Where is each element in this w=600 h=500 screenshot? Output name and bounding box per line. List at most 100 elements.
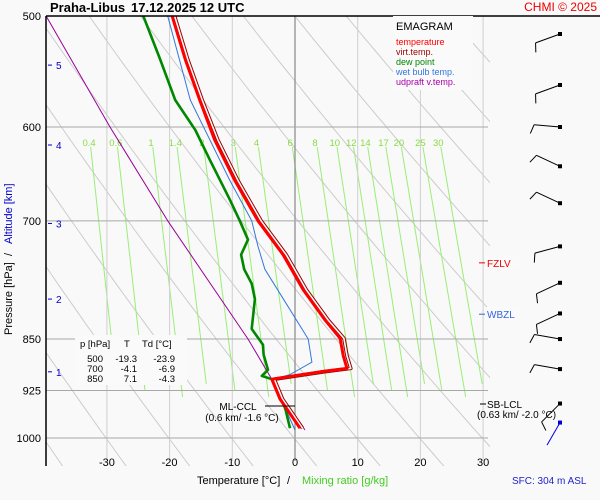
altitude-tick-label: 1	[56, 368, 62, 379]
wind-barb-feather	[535, 324, 539, 334]
x-tick-label: 30	[477, 457, 489, 469]
fzlv-bg	[485, 255, 521, 269]
sb-lcl-label: SB-LCL	[487, 400, 522, 411]
fzlv-label: FZLV	[487, 259, 511, 270]
dry-adiabat	[46, 183, 254, 466]
wind-barb-station	[558, 31, 562, 36]
wind-barb-station	[558, 367, 562, 372]
x-tick-label: -30	[99, 457, 115, 469]
p-tick-label: 1000	[17, 433, 41, 445]
x-tick-label: 10	[352, 457, 364, 469]
mixing-ratio-label: 4	[254, 138, 259, 149]
chart-title: EMAGRAM	[396, 21, 453, 33]
table-header: T	[124, 339, 130, 350]
wind-barb-feather	[529, 364, 535, 374]
x-tick-label: 20	[414, 457, 426, 469]
p-tick-label: 500	[23, 11, 41, 23]
x-tick-label: 0	[292, 457, 298, 469]
mixing-ratio-label: 3	[231, 138, 236, 149]
mixing-ratio-label: 0.4	[82, 138, 95, 149]
wind-barb-staff	[536, 154, 561, 167]
table-cell: -19.3	[115, 354, 137, 365]
dry-adiabat	[46, 265, 191, 466]
legend-virt-temp: virt.temp.	[396, 47, 433, 57]
wind-barb-staff	[541, 403, 561, 423]
altitude-tick-label: 2	[56, 295, 62, 306]
wind-barb-staff	[536, 312, 561, 325]
mixing-ratio-label: 14	[360, 138, 371, 149]
mixing-ratio-line	[203, 146, 236, 391]
legend-box	[393, 16, 473, 90]
annotations: FZLV WBZL ML-CCL(0.6 km/ -1.6 °C) SB-LCL(0.…	[205, 255, 556, 424]
wind-barb-station	[558, 337, 562, 342]
mixing-ratio-label: 30	[433, 138, 444, 149]
altitude-tick-label: 4	[56, 141, 62, 152]
legend-wet-bulb: wet bulb temp.	[395, 67, 455, 77]
wind-barb-feather	[529, 191, 537, 200]
wind-barb-station	[558, 420, 562, 425]
dry-adiabat	[46, 27, 381, 466]
copyright: CHMI © 2025	[524, 0, 597, 14]
wind-barb-feather	[529, 124, 535, 134]
wind-barb-station	[558, 401, 562, 406]
wind-barb-feather	[529, 334, 535, 344]
mixing-ratio-line	[176, 146, 207, 384]
x-tick-label: -20	[162, 457, 178, 469]
mixing-ratio-line	[353, 146, 393, 391]
dry-adiabat	[46, 351, 127, 466]
y-axis-label-altitude: Altitude [km]	[3, 183, 15, 244]
temperature-curve	[170, 15, 349, 430]
table-cell: 850	[87, 374, 103, 385]
wind-barb-staff	[535, 84, 561, 95]
mixing-ratio-label: 0.6	[109, 138, 122, 149]
wind-barb-station	[558, 311, 562, 316]
profiles	[45, 15, 353, 431]
mixing-ratio-label: 12	[346, 138, 357, 149]
table-cell: -4.3	[159, 374, 175, 385]
sounding-datetime: 17.12.2025 12 UTC	[131, 0, 245, 15]
wind-barb-staff	[536, 282, 561, 295]
x-axis-label-sep: /	[287, 475, 291, 487]
surface-elevation: SFC: 304 m ASL	[512, 476, 587, 487]
table-cell: -4.1	[121, 364, 137, 375]
wind-barb-staff	[534, 364, 561, 370]
wind-barb-feather	[529, 154, 537, 163]
mixing-ratio-line	[422, 146, 467, 398]
mixing-ratio-line	[291, 146, 329, 391]
data-table: p [hPa] T Td [°C] 500 -19.3 -23.9 700 -4.1 -6.9 8…	[80, 339, 175, 385]
mixing-ratio-label: 1	[148, 138, 153, 149]
legend-temperature: temperature	[396, 37, 445, 47]
wbzl-label: WBZL	[487, 310, 515, 321]
table-cell: 7.1	[124, 374, 137, 385]
mixing-ratio-line	[336, 146, 374, 384]
wind-barb-feather	[535, 293, 539, 304]
mixing-ratio-line	[400, 146, 443, 391]
altitude-tick-label: 5	[56, 61, 62, 72]
table-cell: -23.9	[153, 354, 175, 365]
wind-barb-station	[558, 244, 562, 249]
wind-barb-staff	[534, 124, 561, 128]
mixing-ratio-label: 10	[329, 138, 340, 149]
table-header: p [hPa]	[80, 339, 110, 350]
mixing-ratio-line	[385, 146, 426, 384]
x-tick-label: -10	[224, 457, 240, 469]
data-table-bg	[75, 335, 187, 385]
x-axis-label-temperature: Temperature [°C]	[197, 475, 280, 487]
wind-barb-feather	[533, 253, 536, 263]
p-tick-label: 600	[23, 122, 41, 134]
dew-point-curve	[142, 15, 292, 429]
wind-barb-staff	[534, 245, 561, 254]
mixing-ratio-label: 20	[394, 138, 405, 149]
wind-barb-station	[558, 280, 562, 285]
wind-barb-station	[558, 124, 562, 129]
table-header: Td [°C]	[142, 339, 172, 350]
ml-ccl-label: ML-CCL	[219, 402, 257, 413]
table-cell: -6.9	[159, 364, 175, 375]
mixing-ratio-label: 8	[312, 138, 317, 149]
wbzl-bg	[485, 307, 521, 321]
wind-barb-staff	[534, 334, 561, 340]
wind-barb-station	[558, 164, 562, 169]
mixing-ratio-label: 17	[378, 138, 389, 149]
x-axis-label-mixing: Mixing ratio [g/kg]	[302, 475, 388, 487]
